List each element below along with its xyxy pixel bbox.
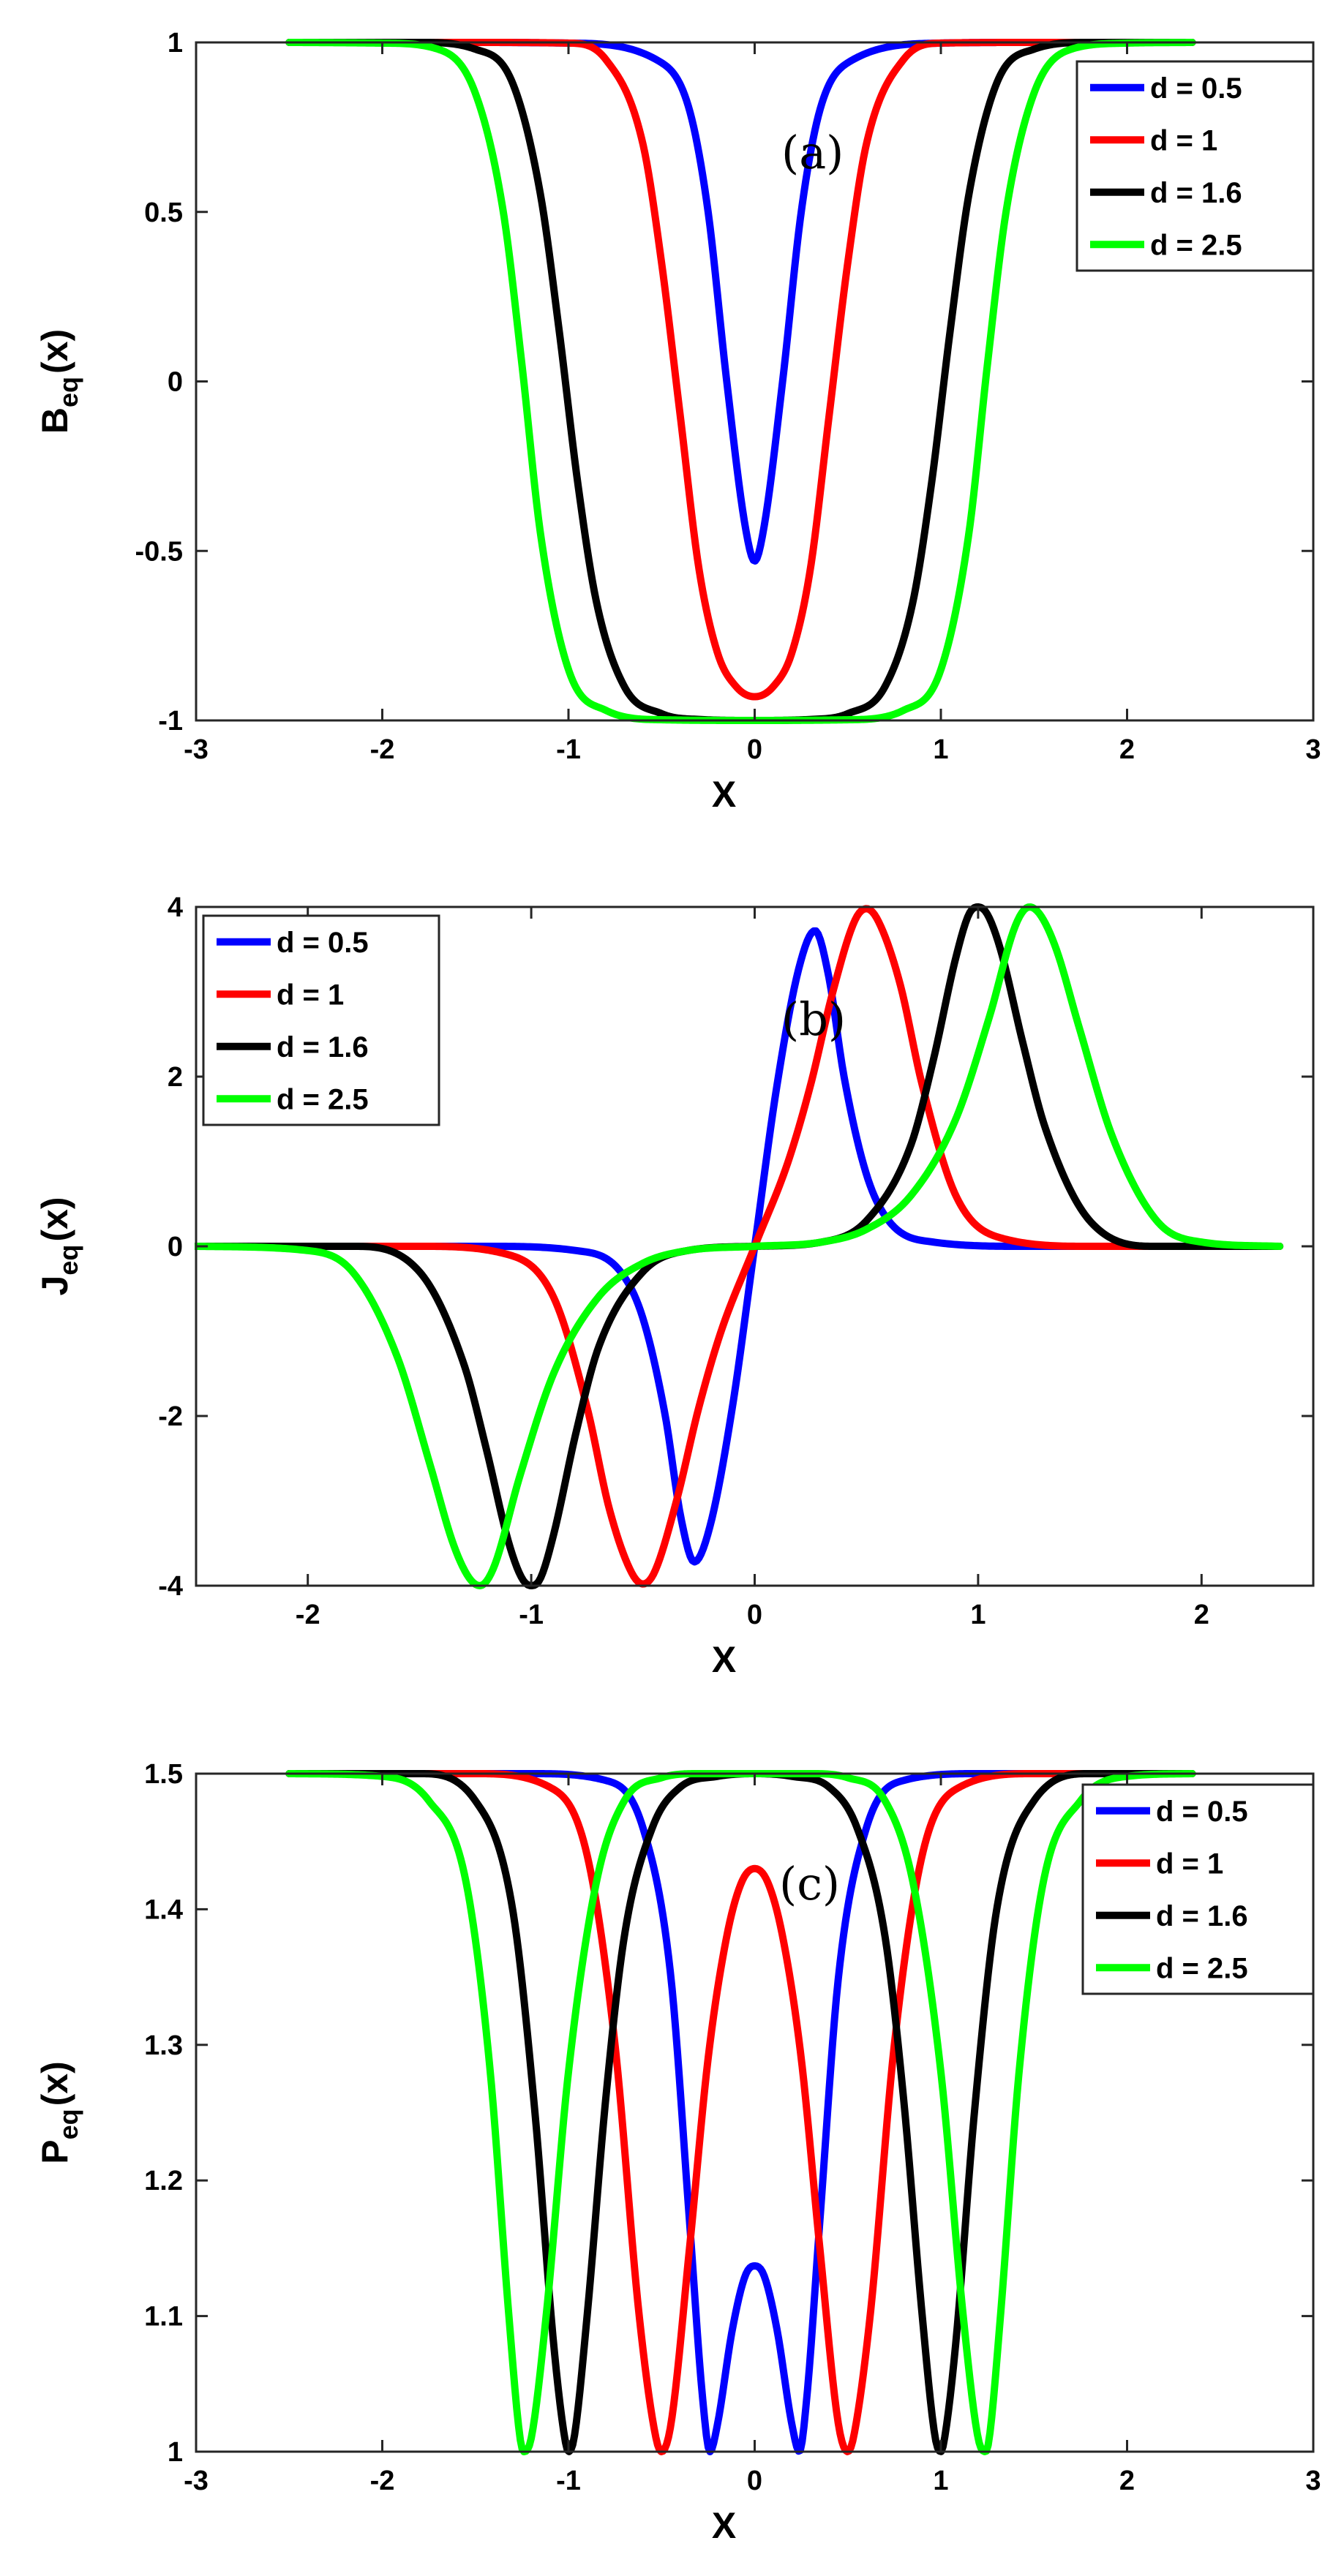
legend-entry-label: d = 1	[277, 979, 344, 1011]
y-tick-label: 1.4	[144, 1894, 183, 1925]
y-axis-label-suffix: (x)	[34, 1197, 75, 1242]
y-tick-label: 1	[168, 2437, 183, 2468]
y-tick-label: -2	[158, 1401, 183, 1432]
y-axis-label-subscript: eq	[53, 1245, 83, 1276]
x-tick-label: 0	[747, 2466, 762, 2496]
y-tick-label: 1	[168, 28, 183, 59]
x-tick-label: -2	[296, 1600, 320, 1630]
y-tick-label: 1.5	[144, 1759, 183, 1790]
y-tick-label: 0.5	[144, 197, 183, 228]
y-tick-label: -1	[158, 706, 183, 737]
x-tick-label: 2	[1119, 734, 1135, 765]
y-axis-label-subscript: eq	[53, 377, 83, 407]
legend-entry-label: d = 1.6	[1150, 177, 1242, 209]
legend-entry-label: d = 0.5	[277, 927, 369, 959]
x-tick-label: -1	[556, 734, 581, 765]
y-axis-label: Peq(x)	[34, 2061, 83, 2163]
legend-entry-label: d = 1	[1156, 1848, 1223, 1880]
y-tick-label: 2	[168, 1062, 183, 1093]
legend-entry-label: d = 1.6	[1156, 1900, 1248, 1932]
y-tick-label: 0	[168, 1232, 183, 1262]
x-tick-label: 1	[933, 734, 948, 765]
legend-entry-label: d = 0.5	[1156, 1796, 1248, 1828]
y-axis-label-suffix: (x)	[34, 2061, 75, 2106]
y-axis-label: Jeq(x)	[34, 1197, 83, 1296]
legend-box	[202, 914, 440, 1126]
legend-entry-label: d = 1	[1150, 124, 1217, 157]
y-tick-label: -0.5	[135, 536, 183, 567]
x-tick-label: 1	[933, 2466, 948, 2496]
y-tick-label: 1.3	[144, 2030, 183, 2061]
x-tick-label: -2	[370, 734, 395, 765]
x-tick-label: 2	[1119, 2466, 1135, 2496]
y-axis-label-base: B	[34, 407, 75, 434]
legend: d = 0.5 d = 1 d = 1.6 d = 2.5	[1075, 60, 1315, 272]
x-tick-label: -1	[556, 2466, 581, 2496]
y-axis-label-base: J	[34, 1276, 75, 1296]
legend-box	[1075, 60, 1315, 272]
legend: d = 0.5 d = 1 d = 1.6 d = 2.5	[1081, 1783, 1315, 1995]
x-tick-label: -3	[184, 2466, 209, 2496]
x-tick-label: -2	[370, 2466, 395, 2496]
x-axis-label: X	[712, 1639, 736, 1680]
x-tick-label: 0	[747, 1600, 762, 1630]
y-axis-label: Beq(x)	[34, 329, 83, 434]
legend: d = 0.5 d = 1 d = 1.6 d = 2.5	[202, 914, 440, 1126]
x-tick-label: 3	[1305, 734, 1321, 765]
y-tick-label: 1.1	[144, 2302, 183, 2332]
y-axis-label-base: P	[34, 2139, 75, 2163]
y-axis-label-suffix: (x)	[34, 329, 75, 374]
x-tick-label: 1	[970, 1600, 986, 1630]
series-line-d2-5	[195, 903, 1284, 1589]
y-tick-label: 4	[168, 892, 183, 923]
panel-tag: (c)	[779, 1857, 840, 1910]
y-tick-label: -4	[158, 1571, 183, 1602]
x-tick-label: 0	[747, 734, 762, 765]
legend-box	[1081, 1783, 1315, 1995]
x-tick-label: -1	[519, 1600, 544, 1630]
legend-entry-label: d = 2.5	[1150, 229, 1242, 261]
y-tick-label: 0	[168, 367, 183, 398]
legend-entry-label: d = 0.5	[1150, 72, 1242, 105]
legend-entry-label: d = 2.5	[1156, 1952, 1248, 1984]
panel-tag: (a)	[781, 126, 844, 179]
chart-panel-3: -3 -2 -1 0 1 2 3 1 1.1 1.2 1.3 1.4 1.5 X Peq(x) (c) d = …	[34, 1759, 1321, 2546]
x-tick-label: -3	[184, 734, 209, 765]
legend-entry-label: d = 1.6	[277, 1031, 369, 1063]
y-axis-label-subscript: eq	[53, 2109, 83, 2139]
x-tick-label: 3	[1305, 2466, 1321, 2496]
panel-tag: (b)	[781, 993, 846, 1046]
x-tick-label: 2	[1194, 1600, 1209, 1630]
x-axis-label: X	[712, 2505, 736, 2546]
series-group	[195, 903, 1284, 1589]
x-axis-label: X	[712, 774, 736, 815]
legend-entry-label: d = 2.5	[277, 1083, 369, 1115]
y-tick-label: 1.2	[144, 2166, 183, 2196]
